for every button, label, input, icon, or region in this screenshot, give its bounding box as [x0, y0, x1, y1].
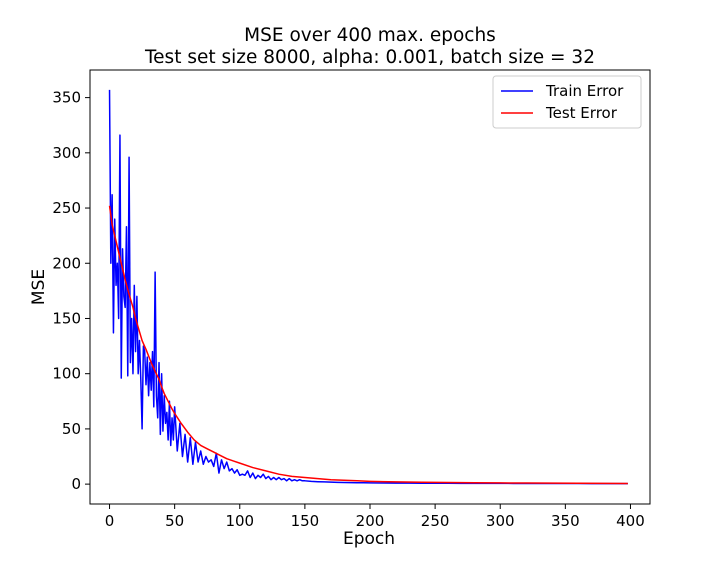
y-tick-label: 200 — [52, 254, 81, 272]
legend-box — [492, 75, 642, 129]
plot-area — [89, 69, 651, 505]
x-tick-label: 400 — [616, 512, 645, 530]
x-axis-ticks: 0 50 100 150 200 250 300 350 400 — [105, 504, 645, 530]
x-tick-label: 50 — [165, 512, 184, 530]
x-tick-label: 250 — [421, 512, 450, 530]
legend-train-label: Train Error — [545, 82, 624, 100]
y-tick-label: 150 — [52, 309, 81, 327]
y-tick-label: 350 — [52, 89, 81, 107]
x-tick-label: 0 — [105, 512, 115, 530]
series-layer — [108, 89, 628, 485]
y-axis-ticks: 0 50 100 150 200 250 300 350 — [52, 89, 90, 493]
x-tick-label: 150 — [291, 512, 320, 530]
y-tick-label: 100 — [52, 365, 81, 383]
chart-subtitle: Test set size 8000, alpha: 0.001, batch … — [144, 47, 595, 68]
series-line-train-error — [108, 89, 628, 485]
y-tick-label: 0 — [71, 475, 81, 493]
x-tick-label: 300 — [486, 512, 515, 530]
x-axis-label: Epoch — [343, 529, 395, 549]
x-tick-label: 100 — [225, 512, 254, 530]
x-tick-label: 200 — [356, 512, 385, 530]
y-tick-label: 50 — [62, 420, 81, 438]
series-line-test-error — [108, 205, 628, 485]
chart-title: MSE over 400 max. epochs — [244, 25, 496, 46]
y-tick-label: 250 — [52, 199, 81, 217]
y-axis-label: MSE — [29, 269, 49, 305]
legend: Train Error Test Error — [492, 75, 642, 129]
x-tick-label: 350 — [551, 512, 580, 530]
legend-test-label: Test Error — [545, 104, 618, 122]
y-tick-label: 300 — [52, 144, 81, 162]
